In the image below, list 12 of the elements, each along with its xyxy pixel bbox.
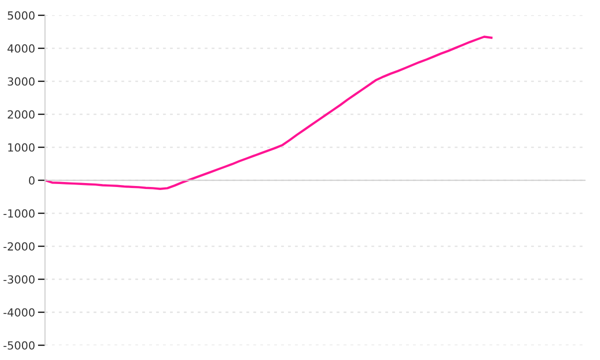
y-tick-label: 3000 — [8, 77, 35, 86]
y-tick-label: 2000 — [8, 110, 35, 119]
y-tick-label: 5000 — [8, 11, 35, 20]
y-tick-label: -4000 — [4, 308, 35, 317]
y-tick-label: 0 — [28, 176, 35, 185]
y-tick-label: 1000 — [8, 143, 35, 152]
y-tick-label: -1000 — [4, 209, 35, 218]
y-tick-label: -3000 — [4, 275, 35, 284]
line-series — [45, 36, 493, 190]
y-tick-label: -2000 — [4, 242, 35, 251]
y-tick-label: 4000 — [8, 44, 35, 53]
y-tick-label: -5000 — [4, 341, 35, 350]
